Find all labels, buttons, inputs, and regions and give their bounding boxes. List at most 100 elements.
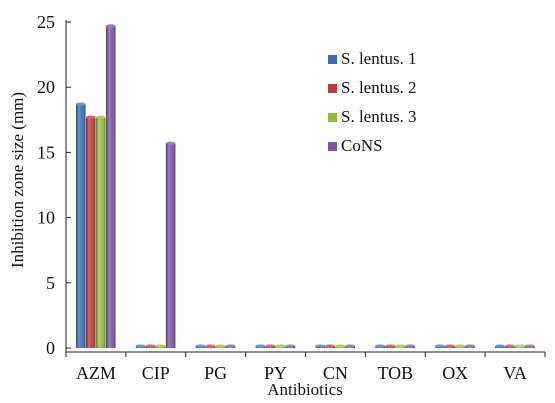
bar-cap-highlight: [395, 344, 405, 348]
bar: [515, 344, 525, 348]
bar-cap-highlight: [215, 344, 226, 348]
bar: [335, 344, 345, 348]
bar: [86, 115, 96, 348]
bar-cap-highlight: [405, 344, 415, 348]
bar: [225, 344, 236, 348]
x-tick-label: TOB: [377, 363, 413, 383]
y-tick-labels: 0 5 10 15 20 25: [37, 12, 55, 358]
bar-cap: [435, 344, 445, 348]
bar-cap-highlight: [435, 344, 445, 348]
bar-shade: [96, 117, 106, 348]
bar-cap: [145, 344, 156, 348]
bar-cap: [395, 344, 405, 348]
bar-cap-highlight: [195, 344, 206, 348]
bar: [215, 344, 226, 348]
bar-cap: [385, 344, 395, 348]
bar-cap-highlight: [325, 344, 335, 348]
bar-cap-highlight: [96, 115, 106, 119]
bar: [465, 344, 475, 348]
axes: [65, 20, 546, 357]
bar-cap: [86, 115, 96, 119]
bar: [255, 344, 266, 348]
bar-cap: [165, 141, 176, 145]
bar-cap: [335, 344, 345, 348]
x-tick-label: CIP: [142, 363, 170, 383]
x-tick-label: OX: [442, 363, 468, 383]
bar-cap: [215, 344, 226, 348]
bar-cap-highlight: [315, 344, 325, 348]
bar-cap: [155, 344, 166, 348]
legend-swatch: [328, 55, 337, 64]
bar: [525, 344, 535, 348]
bar-cap-highlight: [76, 102, 86, 106]
bar: [155, 344, 166, 348]
bar-cap-highlight: [445, 344, 455, 348]
bar: [106, 24, 116, 349]
bar-cap-highlight: [275, 344, 286, 348]
legend-label: S. lentus. 2: [341, 78, 417, 97]
bar-cap: [76, 102, 86, 106]
bar: [205, 344, 216, 348]
bar: [405, 344, 415, 348]
bar-cap-highlight: [525, 344, 535, 348]
bar-cap: [195, 344, 206, 348]
bar-cap: [106, 24, 116, 28]
bar-cap-highlight: [375, 344, 385, 348]
x-tick-label: PY: [264, 363, 287, 383]
bar: [195, 344, 206, 348]
y-tick-label: 20: [37, 77, 55, 97]
bar-cap-highlight: [225, 344, 236, 348]
y-tick-label: 10: [37, 208, 55, 228]
bar-cap-highlight: [255, 344, 266, 348]
bar-cap-highlight: [106, 24, 116, 28]
x-tick-label: CN: [323, 363, 348, 383]
bar-cap: [135, 344, 146, 348]
legend-swatch: [328, 142, 337, 151]
x-tick-labels: AZM CIP PG PY CN TOB OX VA: [76, 363, 527, 383]
legend-swatch: [328, 84, 337, 93]
bar-cap: [525, 344, 535, 348]
bar: [315, 344, 325, 348]
bar-cap-highlight: [495, 344, 505, 348]
legend-label: S. lentus. 3: [341, 107, 417, 126]
bar-cap: [465, 344, 475, 348]
bar: [135, 344, 146, 348]
bar: [435, 344, 445, 348]
bar: [325, 344, 335, 348]
bar-cap: [265, 344, 276, 348]
bar-cap-highlight: [86, 115, 96, 119]
bar-cap-highlight: [455, 344, 465, 348]
bar: [275, 344, 286, 348]
y-axis-title: Inhibition zone size (mm): [8, 92, 27, 268]
x-axis-title: Antibiotics: [267, 380, 343, 399]
bar-cap: [275, 344, 286, 348]
bar: [375, 344, 385, 348]
bar-cap: [96, 115, 106, 119]
bar-cap-highlight: [155, 344, 166, 348]
bar-cap: [325, 344, 335, 348]
bar: [76, 102, 86, 348]
bar: [96, 115, 106, 348]
legend-label: CoNS: [341, 136, 383, 155]
bar-shade: [165, 143, 176, 348]
bar-cap-highlight: [515, 344, 525, 348]
bar-shade: [106, 25, 116, 349]
bar: [285, 344, 296, 348]
bar: [495, 344, 505, 348]
y-tick-label: 15: [37, 142, 55, 162]
bar-cap-highlight: [205, 344, 216, 348]
bar-shade: [76, 104, 86, 348]
bar-cap-highlight: [385, 344, 395, 348]
legend-label: S. lentus. 1: [341, 49, 417, 68]
x-tick-label: AZM: [76, 363, 116, 383]
bar-cap-highlight: [135, 344, 146, 348]
bar: [345, 344, 355, 348]
x-tick-label: VA: [503, 363, 527, 383]
legend: S. lentus. 1 S. lentus. 2 S. lentus. 3 CoNS: [328, 49, 417, 155]
bar-cap: [285, 344, 296, 348]
bar-cap: [315, 344, 325, 348]
bar-cap: [445, 344, 455, 348]
bar-cap: [375, 344, 385, 348]
bar-cap: [505, 344, 515, 348]
